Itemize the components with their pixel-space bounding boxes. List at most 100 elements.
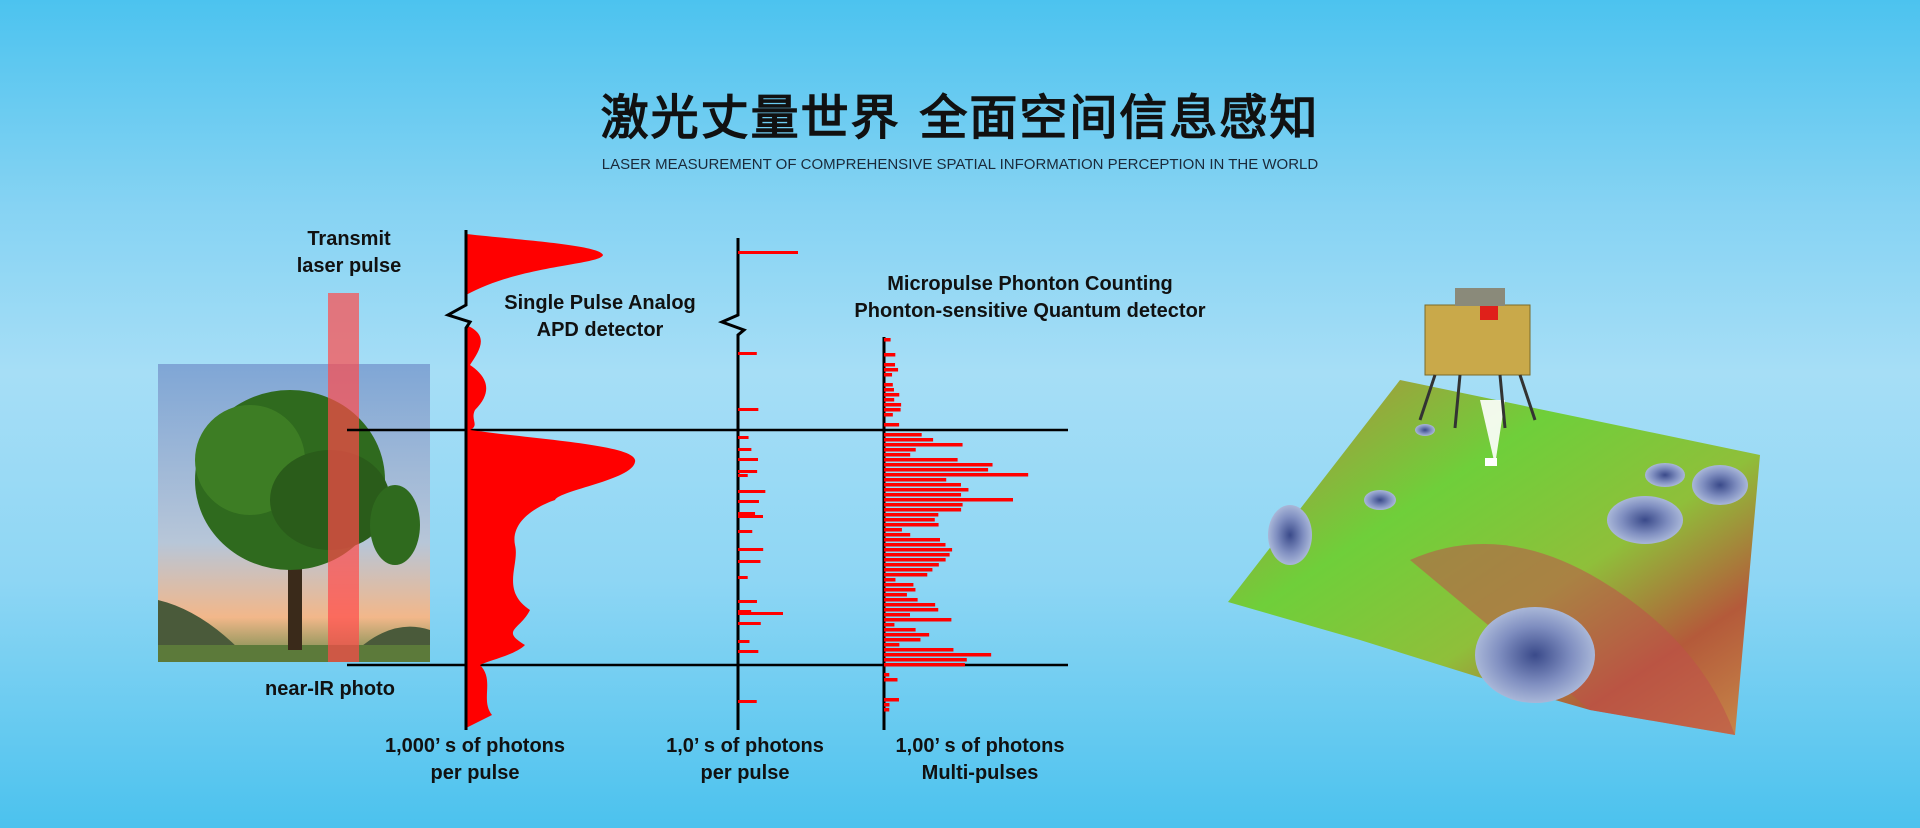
laser-beam — [328, 293, 359, 662]
photon-bar — [884, 398, 895, 402]
apd-label-line2: APD detector — [536, 319, 664, 341]
photon-bar — [884, 588, 916, 592]
quantum-label-line2: Phonton-sensitive Quantum detector — [854, 300, 1206, 322]
photon-bar — [884, 388, 894, 392]
page-subtitle: LASER MEASUREMENT OF COMPREHENSIVE SPATI… — [601, 156, 1319, 173]
single-photon-axis — [717, 238, 747, 730]
photon-bar — [738, 500, 759, 503]
photon-bar — [884, 433, 922, 437]
photon-bar — [884, 538, 940, 542]
single-photon-axis-label: 1,0’ s of photons per pulse — [645, 733, 845, 787]
photon-bar — [884, 498, 1013, 502]
photon-bar — [884, 708, 890, 712]
photon-bar — [738, 640, 750, 643]
multi-pulse-axis-label: 1,00’ s of photons Multi-pulses — [870, 733, 1090, 787]
analog-waveform — [466, 234, 636, 728]
lunar-terrain-illustration — [1228, 288, 1760, 735]
photon-bar — [884, 458, 958, 462]
photon-bar — [738, 515, 763, 518]
photon-bar — [738, 408, 759, 411]
single-axis-label-line1: 1,0’ s of photons — [666, 735, 824, 757]
photon-bar — [884, 623, 895, 627]
photon-bar — [738, 474, 748, 477]
apd-detector-label: Single Pulse Analog APD detector — [470, 290, 730, 344]
photon-bar — [884, 598, 918, 602]
apd-axis-label-line1: 1,000’ s of photons — [384, 735, 566, 757]
photon-bar — [884, 488, 969, 492]
photon-bar — [884, 608, 939, 612]
photon-bar — [884, 568, 933, 572]
photon-bar — [884, 618, 952, 622]
photon-bar — [738, 436, 749, 439]
photon-bar — [884, 553, 950, 557]
photon-bar — [884, 468, 989, 472]
photon-bar — [738, 650, 759, 653]
photon-bar — [884, 478, 947, 482]
photon-bar — [884, 528, 902, 532]
photon-bar — [884, 383, 893, 387]
photon-bar — [738, 512, 756, 515]
quantum-label-line1: Micropulse Phonton Counting — [887, 273, 1173, 295]
photon-bar — [738, 470, 758, 473]
photon-bar — [884, 648, 954, 652]
apd-axis-label: 1,000’ s of photons per pulse — [360, 733, 590, 787]
photon-bar — [884, 408, 901, 412]
photon-bar — [884, 438, 934, 442]
photon-bar — [884, 493, 962, 497]
photon-bar — [884, 338, 891, 342]
photon-bar — [884, 443, 963, 447]
photon-bar — [884, 533, 911, 537]
photon-bar — [738, 610, 752, 613]
photon-bar — [884, 423, 900, 427]
multi-pulse-histogram — [884, 338, 1029, 712]
lunar-lander — [1418, 288, 1537, 466]
photo-label: near-IR photo — [265, 678, 395, 700]
photon-bar — [884, 508, 962, 512]
photon-bar — [884, 453, 911, 457]
multi-axis-label-line2: Multi-pulses — [921, 762, 1039, 784]
photon-bar — [884, 523, 939, 527]
photon-bar — [884, 543, 946, 547]
photon-bar — [884, 633, 930, 637]
multi-axis-label-line1: 1,00’ s of photons — [895, 735, 1065, 757]
photon-bar — [884, 363, 896, 367]
photon-bar — [738, 490, 766, 493]
photon-bar — [738, 458, 758, 461]
photon-bar — [884, 673, 890, 677]
photon-bar — [884, 368, 899, 372]
photon-bar — [884, 578, 896, 582]
photon-bar — [738, 576, 748, 579]
photon-bar — [884, 413, 893, 417]
transmit-label-line1: Transmit — [307, 228, 391, 250]
photon-bar — [738, 560, 761, 563]
photon-bar — [884, 558, 946, 562]
photon-bar — [884, 678, 898, 682]
photon-bar — [884, 563, 939, 567]
photon-bar — [884, 503, 963, 507]
photon-bar — [884, 483, 961, 487]
photon-bar — [884, 593, 907, 597]
photon-bar — [884, 473, 1029, 477]
photon-bar — [884, 698, 899, 702]
photon-bar — [884, 448, 916, 452]
photon-bar — [884, 573, 928, 577]
photon-bar — [738, 530, 753, 533]
photon-bar — [884, 658, 967, 662]
apd-axis-label-line2: per pulse — [430, 762, 520, 784]
photon-bar — [884, 603, 936, 607]
photon-bar — [884, 518, 935, 522]
crater — [1475, 607, 1595, 703]
apd-label-line1: Single Pulse Analog — [504, 292, 696, 314]
photon-bar — [738, 448, 752, 451]
photon-bar — [884, 548, 953, 552]
photon-bar — [884, 463, 993, 467]
photon-bar — [884, 393, 900, 397]
photon-bar — [738, 600, 757, 603]
photon-bar — [884, 638, 921, 642]
photon-bar — [884, 663, 965, 667]
photon-bar — [884, 613, 911, 617]
photon-bar — [884, 353, 896, 357]
apd-axis — [444, 230, 473, 730]
photon-bar — [884, 373, 893, 377]
